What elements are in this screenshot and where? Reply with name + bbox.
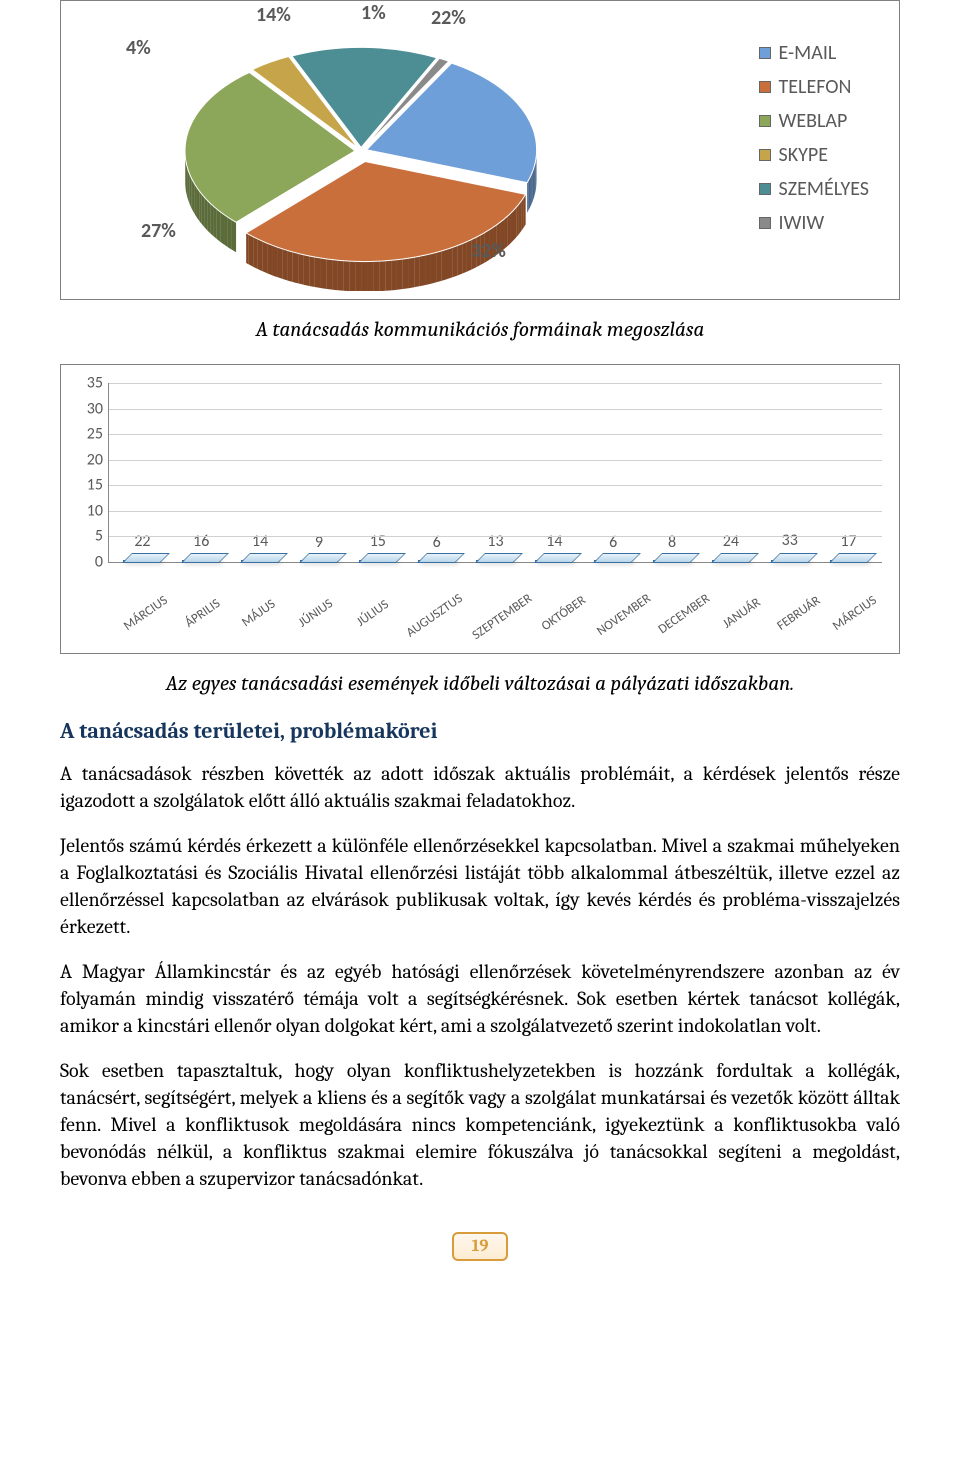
bar <box>182 560 220 562</box>
legend-label: SZEMÉLYES <box>779 177 869 201</box>
bar-value-label: 16 <box>182 532 220 551</box>
bar-caption: Az egyes tanácsadási események időbeli v… <box>60 672 900 696</box>
legend-item: SKYPE <box>759 143 869 167</box>
legend-item: TELEFON <box>759 75 869 99</box>
bar-value-label: 9 <box>300 533 338 552</box>
bar <box>359 560 397 562</box>
x-tick-label: NOVEMBER <box>594 591 654 639</box>
legend-label: TELEFON <box>779 75 852 99</box>
bar <box>594 560 632 562</box>
pie-caption: A tanácsadás kommunikációs formáinak meg… <box>60 318 900 342</box>
body-paragraph: A tanácsadások részben követték az adott… <box>60 760 900 814</box>
legend-swatch-icon <box>759 183 771 195</box>
bar-value-label: 8 <box>653 533 691 552</box>
legend-swatch-icon <box>759 47 771 59</box>
y-tick-label: 25 <box>77 425 103 444</box>
pie-slice-label: 22% <box>431 6 466 30</box>
bar-chart: 2216149156131468243317 05101520253035 MÁ… <box>60 364 900 654</box>
bar <box>418 560 456 562</box>
pie-slice-label: 4% <box>126 36 151 60</box>
y-tick-label: 10 <box>77 501 103 520</box>
body-paragraph: Jelentős számú kérdés érkezett a különfé… <box>60 832 900 940</box>
legend-label: SKYPE <box>779 143 828 167</box>
x-tick-label: SZEPTEMBER <box>469 591 534 643</box>
document-page: 22% 32% 27% 4% 14% 1% E-MAIL TELEFON WEBLAP SKYP… <box>0 0 960 1301</box>
pie-slice-label: 32% <box>471 239 506 263</box>
bar <box>241 560 279 562</box>
legend-swatch-icon <box>759 217 771 229</box>
legend-label: WEBLAP <box>779 109 848 133</box>
bar-x-axis: MÁRCIUSÁPRILISMÁJUSJÚNIUSJÚLIUSAUGUSZTUS… <box>108 563 882 584</box>
legend-swatch-icon <box>759 115 771 127</box>
bar <box>712 560 750 562</box>
pie-slice-label: 27% <box>141 219 176 243</box>
pie-legend: E-MAIL TELEFON WEBLAP SKYPE SZEMÉLYES IWIW <box>759 31 869 245</box>
x-tick-label: JÚNIUS <box>288 591 343 636</box>
x-tick-label: OKTÓBER <box>536 591 591 636</box>
bar <box>830 560 868 562</box>
y-tick-label: 30 <box>77 399 103 418</box>
pie-chart-svg <box>141 11 571 291</box>
body-paragraph: Sok esetben tapasztaltuk, hogy olyan kon… <box>60 1057 900 1192</box>
legend-item: SZEMÉLYES <box>759 177 869 201</box>
legend-swatch-icon <box>759 149 771 161</box>
bar <box>476 560 514 562</box>
y-tick-label: 35 <box>77 374 103 393</box>
bar-plot-area: 2216149156131468243317 05101520253035 <box>108 383 882 563</box>
bar-value-label: 14 <box>535 532 573 551</box>
x-tick-label: MÁRCIUS <box>118 591 173 636</box>
page-number-container: 19 <box>60 1232 900 1261</box>
pie-chart: 22% 32% 27% 4% 14% 1% E-MAIL TELEFON WEBLAP SKYP… <box>60 0 900 300</box>
y-tick-label: 0 <box>77 553 103 572</box>
bar <box>123 560 161 562</box>
y-tick-label: 20 <box>77 450 103 469</box>
bar-value-label: 24 <box>712 532 750 551</box>
pie-slice-label: 14% <box>256 3 291 27</box>
bar-value-label: 33 <box>771 531 809 550</box>
page-number: 19 <box>452 1232 509 1261</box>
section-heading: A tanácsadás területei, problémakörei <box>60 718 900 744</box>
bar <box>535 560 573 562</box>
bar-value-label: 22 <box>123 532 161 551</box>
y-tick-label: 5 <box>77 527 103 546</box>
bar-value-label: 14 <box>241 532 279 551</box>
x-tick-label: MÁRCIUS <box>828 591 883 636</box>
bar <box>653 560 691 562</box>
x-tick-label: FEBRUÁR <box>771 591 826 636</box>
pie-slice-label: 1% <box>361 1 386 25</box>
x-tick-label: DECEMBER <box>655 591 712 637</box>
body-paragraph: A Magyar Államkincstár és az egyéb hatós… <box>60 958 900 1039</box>
x-tick-label: AUGUSZTUS <box>403 591 465 641</box>
bar-value-label: 17 <box>830 532 868 551</box>
bar <box>771 560 809 562</box>
x-tick-label: ÁPRILIS <box>175 591 230 636</box>
legend-swatch-icon <box>759 81 771 93</box>
y-tick-label: 15 <box>77 476 103 495</box>
x-tick-label: JÚLIUS <box>345 591 400 636</box>
legend-item: IWIW <box>759 211 869 235</box>
legend-label: IWIW <box>779 211 825 235</box>
x-tick-label: MÁJUS <box>232 591 287 636</box>
legend-item: E-MAIL <box>759 41 869 65</box>
x-tick-label: JANUÁR <box>714 591 769 636</box>
legend-label: E-MAIL <box>779 41 837 65</box>
bar <box>300 560 338 562</box>
bar-value-label: 13 <box>476 532 514 551</box>
legend-item: WEBLAP <box>759 109 869 133</box>
bar-value-label: 15 <box>359 532 397 551</box>
